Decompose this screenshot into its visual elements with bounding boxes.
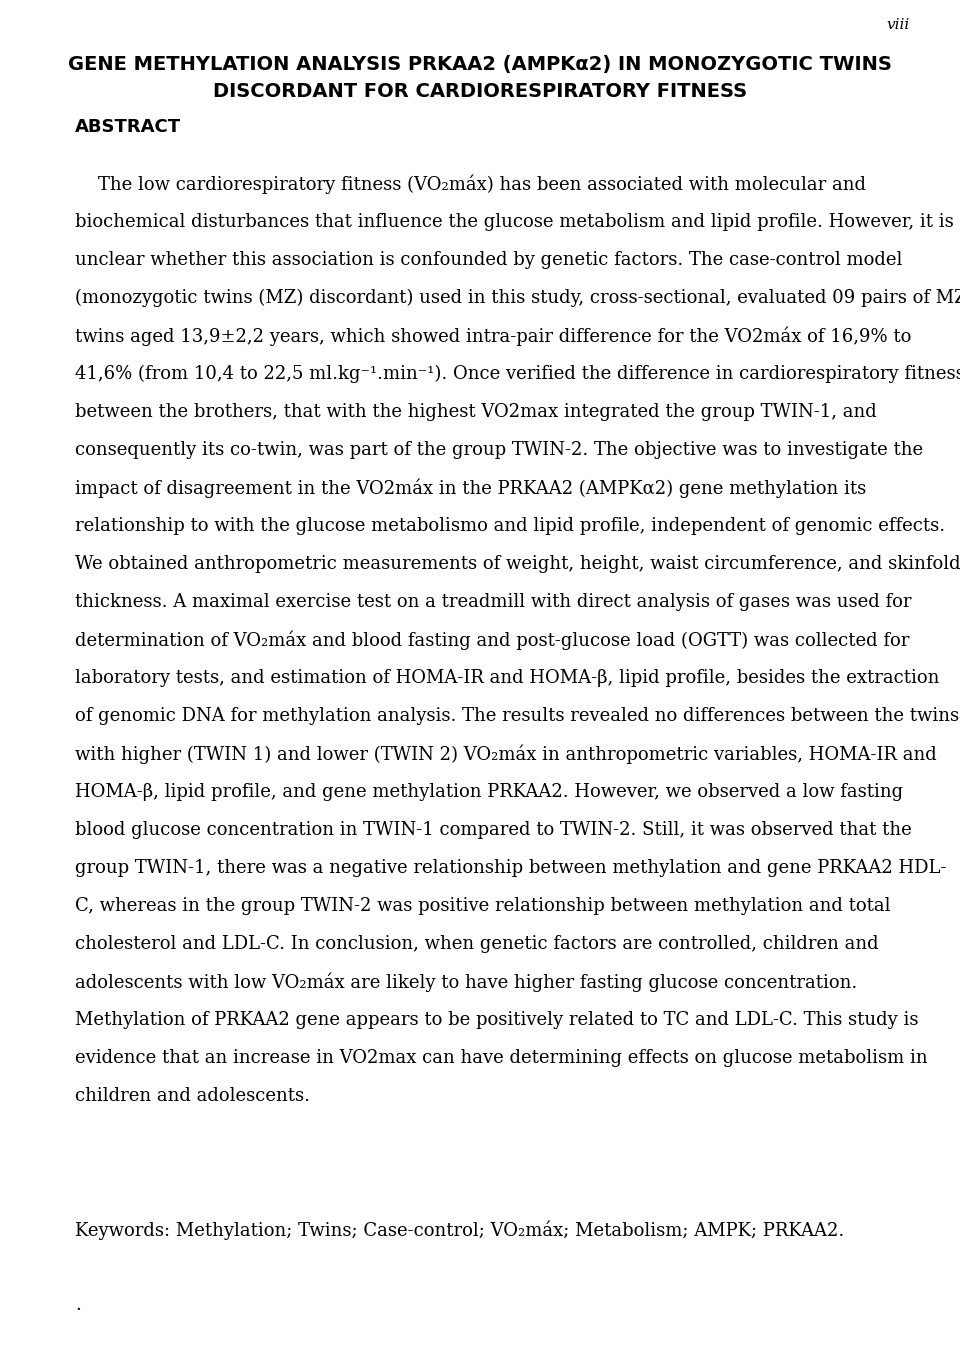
Text: blood glucose concentration in TWIN-1 compared to TWIN-2. Still, it was observed: blood glucose concentration in TWIN-1 co… bbox=[75, 822, 912, 839]
Text: relationship to with the glucose metabolismo and lipid profile, independent of g: relationship to with the glucose metabol… bbox=[75, 517, 946, 536]
Text: The low cardiorespiratory fitness (VO₂máx) has been associated with molecular an: The low cardiorespiratory fitness (VO₂má… bbox=[75, 175, 866, 194]
Text: impact of disagreement in the VO2máx in the PRKAA2 (AMPKα2) gene methylation its: impact of disagreement in the VO2máx in … bbox=[75, 479, 866, 499]
Text: ABSTRACT: ABSTRACT bbox=[75, 117, 181, 136]
Text: viii: viii bbox=[887, 18, 910, 32]
Text: HOMA-β, lipid profile, and gene methylation PRKAA2. However, we observed a low f: HOMA-β, lipid profile, and gene methylat… bbox=[75, 782, 903, 801]
Text: laboratory tests, and estimation of HOMA-IR and HOMA-β, lipid profile, besides t: laboratory tests, and estimation of HOMA… bbox=[75, 669, 940, 687]
Text: determination of VO₂máx and blood fasting and post-glucose load (OGTT) was colle: determination of VO₂máx and blood fastin… bbox=[75, 631, 909, 650]
Text: biochemical disturbances that influence the glucose metabolism and lipid profile: biochemical disturbances that influence … bbox=[75, 213, 953, 231]
Text: children and adolescents.: children and adolescents. bbox=[75, 1087, 310, 1105]
Text: thickness. A maximal exercise test on a treadmill with direct analysis of gases : thickness. A maximal exercise test on a … bbox=[75, 594, 911, 611]
Text: We obtained anthropometric measurements of weight, height, waist circumference, : We obtained anthropometric measurements … bbox=[75, 554, 960, 573]
Text: C, whereas in the group TWIN-2 was positive relationship between methylation and: C, whereas in the group TWIN-2 was posit… bbox=[75, 897, 891, 915]
Text: DISCORDANT FOR CARDIORESPIRATORY FITNESS: DISCORDANT FOR CARDIORESPIRATORY FITNESS bbox=[213, 82, 747, 101]
Text: with higher (TWIN 1) and lower (TWIN 2) VO₂máx in anthropometric variables, HOMA: with higher (TWIN 1) and lower (TWIN 2) … bbox=[75, 745, 937, 765]
Text: twins aged 13,9±2,2 years, which showed intra-pair difference for the VO2máx of : twins aged 13,9±2,2 years, which showed … bbox=[75, 326, 911, 347]
Text: unclear whether this association is confounded by genetic factors. The case-cont: unclear whether this association is conf… bbox=[75, 251, 902, 268]
Text: (monozygotic twins (MZ) discordant) used in this study, cross-sectional, evaluat: (monozygotic twins (MZ) discordant) used… bbox=[75, 289, 960, 308]
Text: of genomic DNA for methylation analysis. The results revealed no differences bet: of genomic DNA for methylation analysis.… bbox=[75, 707, 959, 724]
Text: consequently its co-twin, was part of the group TWIN-2. The objective was to inv: consequently its co-twin, was part of th… bbox=[75, 441, 924, 459]
Text: Keywords: Methylation; Twins; Case-control; VO₂máx; Metabolism; AMPK; PRKAA2.: Keywords: Methylation; Twins; Case-contr… bbox=[75, 1219, 844, 1240]
Text: Methylation of PRKAA2 gene appears to be positively related to TC and LDL-C. Thi: Methylation of PRKAA2 gene appears to be… bbox=[75, 1010, 919, 1029]
Text: adolescents with low VO₂máx are likely to have higher fasting glucose concentrat: adolescents with low VO₂máx are likely t… bbox=[75, 973, 857, 993]
Text: cholesterol and LDL-C. In conclusion, when genetic factors are controlled, child: cholesterol and LDL-C. In conclusion, wh… bbox=[75, 935, 878, 952]
Text: GENE METHYLATION ANALYSIS PRKAA2 (AMPKα2) IN MONOZYGOTIC TWINS: GENE METHYLATION ANALYSIS PRKAA2 (AMPKα2… bbox=[68, 55, 892, 74]
Text: .: . bbox=[75, 1296, 81, 1314]
Text: 41,6% (from 10,4 to 22,5 ml.kg⁻¹.min⁻¹). Once verified the difference in cardior: 41,6% (from 10,4 to 22,5 ml.kg⁻¹.min⁻¹).… bbox=[75, 366, 960, 383]
Text: group TWIN-1, there was a negative relationship between methylation and gene PRK: group TWIN-1, there was a negative relat… bbox=[75, 859, 947, 877]
Text: evidence that an increase in VO2max can have determining effects on glucose meta: evidence that an increase in VO2max can … bbox=[75, 1050, 927, 1067]
Text: between the brothers, that with the highest VO2max integrated the group TWIN-1, : between the brothers, that with the high… bbox=[75, 403, 876, 421]
